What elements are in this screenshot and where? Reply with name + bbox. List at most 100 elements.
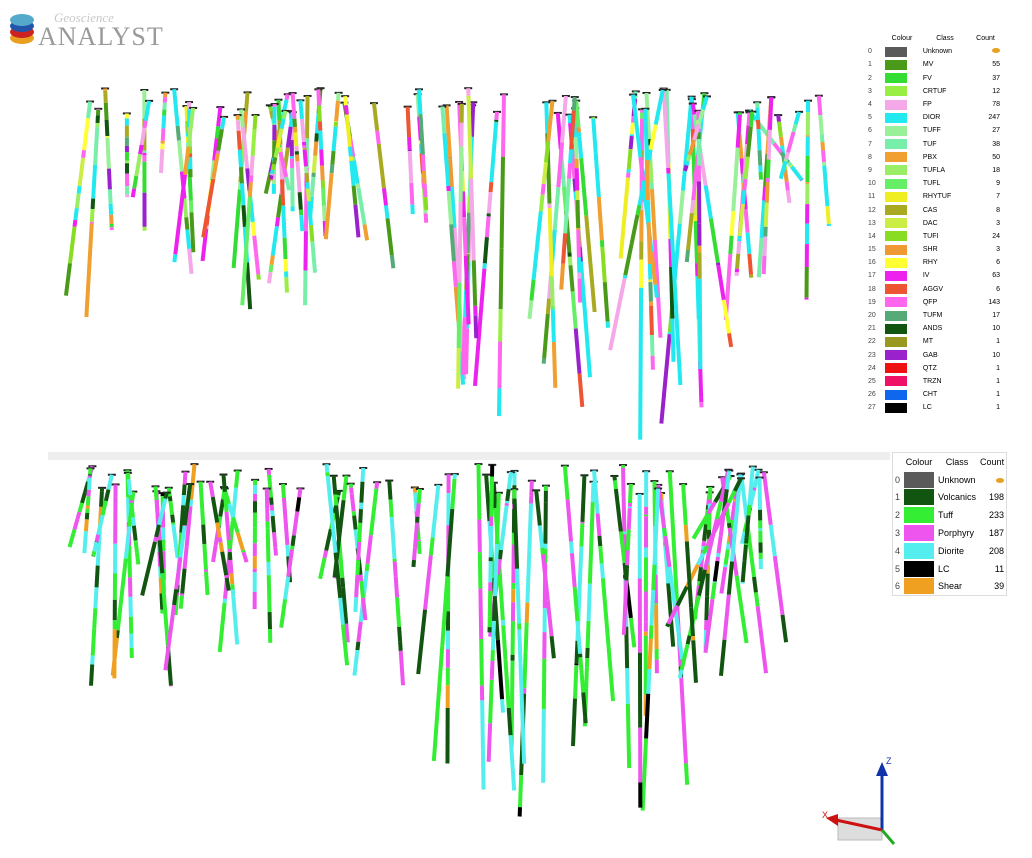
hole-segment xyxy=(229,520,235,532)
hole-segment xyxy=(398,650,406,686)
colour-swatch xyxy=(885,244,908,255)
hole-segment xyxy=(726,489,737,504)
hole-segment xyxy=(318,557,327,580)
hole-segment xyxy=(174,557,183,590)
hole-segment xyxy=(106,486,111,491)
hole-segment xyxy=(627,148,633,163)
hole-segment xyxy=(249,155,255,176)
hole-segment xyxy=(647,638,653,670)
hole-segment xyxy=(189,212,196,253)
count: 55 xyxy=(992,61,1000,69)
hole-segment xyxy=(419,129,425,155)
hole-segment xyxy=(317,105,322,122)
hole-segment xyxy=(484,474,492,522)
row-index: 21 xyxy=(868,325,876,333)
hole-segment xyxy=(171,524,178,539)
hole-segment xyxy=(703,547,713,571)
hole-segment xyxy=(624,626,630,669)
section-band xyxy=(48,452,890,460)
legend-row: 3 Porphyry 187 xyxy=(893,524,1007,542)
hole-segment xyxy=(344,105,349,115)
hole-segment xyxy=(463,255,471,325)
hole-segment xyxy=(784,181,790,191)
row-index: 5 xyxy=(868,114,872,122)
hole-segment xyxy=(825,206,831,225)
hole-segment xyxy=(163,492,169,500)
hole-segment xyxy=(291,99,297,119)
swatch-cell xyxy=(883,138,921,151)
hole-segment xyxy=(720,501,731,518)
hole-segment xyxy=(353,597,359,613)
hole-segment xyxy=(677,669,684,679)
hole-segment xyxy=(270,515,277,533)
hole-segment xyxy=(392,561,398,577)
hole-segment xyxy=(393,576,400,598)
swatch-cell xyxy=(883,98,921,111)
x-arrow-head xyxy=(826,814,838,826)
hole-segment xyxy=(344,114,352,145)
hole-segment xyxy=(212,138,219,161)
class-name: TRZN xyxy=(922,377,942,385)
hole-segment xyxy=(231,596,240,645)
hole-segment xyxy=(595,513,602,536)
hole-segment xyxy=(305,95,310,139)
hole-segment xyxy=(628,617,637,648)
hole-segment xyxy=(821,150,827,163)
hole-segment xyxy=(96,526,102,536)
swatch-cell xyxy=(902,489,936,507)
hole-segment xyxy=(277,128,284,138)
hole-segment xyxy=(776,114,782,123)
hole-segment xyxy=(280,483,286,499)
swatch-cell xyxy=(883,58,921,71)
hole-segment xyxy=(518,775,524,808)
hole-segment xyxy=(663,535,672,568)
hole-segment xyxy=(172,254,178,263)
hole-segment xyxy=(371,102,380,132)
hole-segment xyxy=(241,551,249,563)
hole-segment xyxy=(735,114,742,148)
class-name: Shear xyxy=(938,581,963,592)
hole-segment xyxy=(210,496,220,523)
count: 6 xyxy=(996,285,1000,293)
colour-swatch xyxy=(885,139,908,150)
hole-segment xyxy=(329,164,335,174)
hole-segment xyxy=(202,543,208,570)
hole-segment xyxy=(397,626,403,642)
hole-segment xyxy=(646,669,652,694)
hole-segment xyxy=(217,537,223,543)
colour-swatch xyxy=(885,178,908,189)
hole-segment xyxy=(220,117,226,130)
hole-segment xyxy=(268,106,274,112)
swatch-cell xyxy=(883,151,921,164)
hole-segment xyxy=(597,535,603,547)
hole-segment xyxy=(456,282,462,349)
hole-segment xyxy=(266,468,272,476)
row-index: 12 xyxy=(868,206,876,214)
colour-swatch xyxy=(885,389,908,400)
swatch-cell xyxy=(883,203,921,216)
hole-segment xyxy=(472,268,487,387)
hole-segment xyxy=(279,599,288,628)
hole-segment xyxy=(142,120,148,129)
hole-segment xyxy=(416,89,423,115)
hole-segment xyxy=(176,140,184,172)
hole-segment xyxy=(86,101,93,119)
hole-segment xyxy=(218,542,225,553)
hole-segment xyxy=(580,475,587,523)
hole-segment xyxy=(74,193,81,209)
hole-segment xyxy=(409,182,415,205)
class-name: DAC xyxy=(922,219,938,227)
hole-segment xyxy=(278,151,287,169)
count: 7 xyxy=(996,193,1000,201)
row-index: 25 xyxy=(868,377,876,385)
hole-segment xyxy=(330,519,338,553)
hole-segment xyxy=(184,217,190,230)
hole-segment xyxy=(538,194,545,212)
hole-segment xyxy=(321,205,327,222)
hole-segment xyxy=(722,594,731,641)
hole-segment xyxy=(691,640,698,683)
hole-segment xyxy=(793,111,802,125)
hole-segment xyxy=(515,568,522,624)
row-index: 2 xyxy=(868,74,872,82)
